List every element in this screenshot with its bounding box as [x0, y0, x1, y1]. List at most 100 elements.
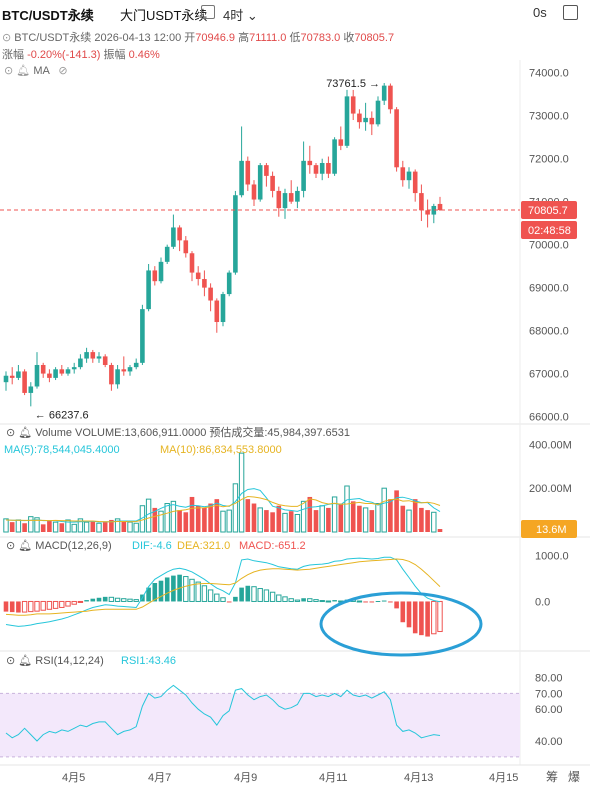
macd-histogram-bar [313, 599, 319, 602]
candle-body [127, 367, 133, 372]
volume-bar [245, 499, 251, 532]
candle-body [388, 85, 393, 110]
candle-body [202, 279, 207, 288]
candle-body [288, 193, 294, 202]
candle-body [375, 100, 381, 125]
macd-tick-label: 0.0 [535, 596, 550, 608]
candle-body [381, 85, 387, 101]
macd-histogram-bar [332, 600, 337, 602]
collapse-icon[interactable]: ⊙ [2, 32, 12, 44]
macd-histogram-bar [164, 577, 170, 602]
candle-body [115, 369, 120, 385]
ohlc-row: ⊙ BTC/USDT永续 2026-04-13 12:00 开70946.9 高… [2, 29, 394, 45]
macd-histogram-bar [189, 578, 195, 602]
macd-histogram-bar [16, 601, 21, 613]
macd-histogram-bar [108, 596, 115, 602]
ohlc-datetime: 2026-04-13 12:00 [94, 32, 182, 44]
close-label: 收 [343, 32, 355, 44]
candle-body [3, 375, 9, 383]
volume-bar [388, 499, 393, 532]
volume-bar [177, 510, 182, 532]
volume-bar [202, 507, 207, 532]
macd-title: ⊙ 🔔︎ MACD(12,26,9) [6, 539, 112, 552]
macd-histogram-bar [46, 600, 53, 610]
volume-bar [214, 499, 220, 532]
seconds-button[interactable]: 0s [533, 5, 547, 20]
price-tick-label: 73000.0 [529, 111, 569, 123]
volume-tick-label: 400.00M [529, 439, 572, 451]
volume-bar [109, 519, 114, 532]
macd-histogram-bar [65, 600, 71, 607]
candle-body [102, 356, 108, 365]
volume-bar [114, 518, 121, 533]
volume-bar [319, 505, 325, 533]
candle-body [319, 162, 325, 174]
candle-body [276, 190, 282, 209]
macd-histogram-bar [34, 600, 40, 612]
macd-histogram-bar [245, 585, 251, 602]
volume-bar [264, 510, 269, 532]
macd-histogram-bar [369, 601, 375, 603]
candle-body [313, 165, 319, 174]
candle-body [96, 356, 102, 359]
macd-histogram-bar [28, 600, 34, 613]
candle-body [332, 139, 337, 174]
eye-off-icon[interactable]: ⊘ [52, 65, 68, 77]
interval-label: 4时 [223, 8, 244, 23]
candle-body [171, 227, 176, 247]
macd-histogram-bar [207, 589, 214, 602]
edit-icon[interactable] [201, 5, 215, 19]
volume-bar [208, 503, 213, 532]
volume-bar [15, 519, 22, 533]
candle-body [264, 165, 269, 176]
macd-dea-label: DEA:321.0 [177, 540, 230, 552]
low-label: 低 [289, 32, 301, 44]
candle-body [189, 253, 195, 273]
chevron-down-icon: ⌄ [246, 8, 258, 23]
candle-body [22, 371, 27, 393]
volume-bar [357, 505, 362, 532]
candle-body [208, 287, 213, 301]
macd-histogram-bar [21, 600, 28, 613]
candle-body [121, 369, 127, 372]
maximize-icon[interactable] [563, 5, 578, 20]
macd-histogram-bar [52, 600, 59, 609]
collapse-ma-icon[interactable]: ⊙ [4, 65, 14, 77]
symbol-title[interactable]: BTC/USDT永续 [2, 8, 94, 23]
candle-body [412, 171, 418, 194]
volume-tick-label: 200.00M [529, 483, 572, 495]
macd-histogram-bar [400, 601, 406, 623]
volume-bar [313, 510, 319, 532]
price-tick-label: 67000.0 [529, 369, 569, 381]
macd-histogram-bar [127, 598, 133, 602]
interval-selector[interactable]: 4时 ⌄ [223, 5, 258, 24]
amplitude-label: 振幅 [103, 49, 126, 61]
candle-body [53, 369, 58, 378]
volume-bar [251, 503, 257, 532]
candle-body [177, 227, 182, 241]
volume-bar [431, 511, 437, 533]
candle-body [109, 364, 114, 385]
volume-bar [394, 490, 399, 532]
alarm-icon[interactable]: 🔔︎ [16, 65, 31, 77]
macd-histogram-bar [226, 601, 232, 603]
candle-body [164, 246, 170, 262]
volume-bar [412, 499, 418, 532]
candle-body [16, 371, 21, 378]
rsi-tick-label: 70.00 [535, 688, 563, 700]
rsi-group [0, 684, 520, 758]
volume-group [3, 452, 443, 533]
volume-ma10-label: MA(10):86,834,553.8000 [160, 444, 282, 456]
candle-body [245, 160, 251, 185]
volume-bar [47, 521, 52, 532]
volume-bar [226, 509, 232, 533]
volume-bar [369, 510, 375, 532]
volume-bar [338, 503, 344, 532]
volume-bar [331, 496, 338, 533]
candle-body [133, 362, 139, 368]
macd-histogram-bar [114, 597, 121, 602]
candle-body [239, 160, 244, 196]
close-value: 70805.7 [354, 32, 395, 44]
candle-body [295, 190, 300, 202]
